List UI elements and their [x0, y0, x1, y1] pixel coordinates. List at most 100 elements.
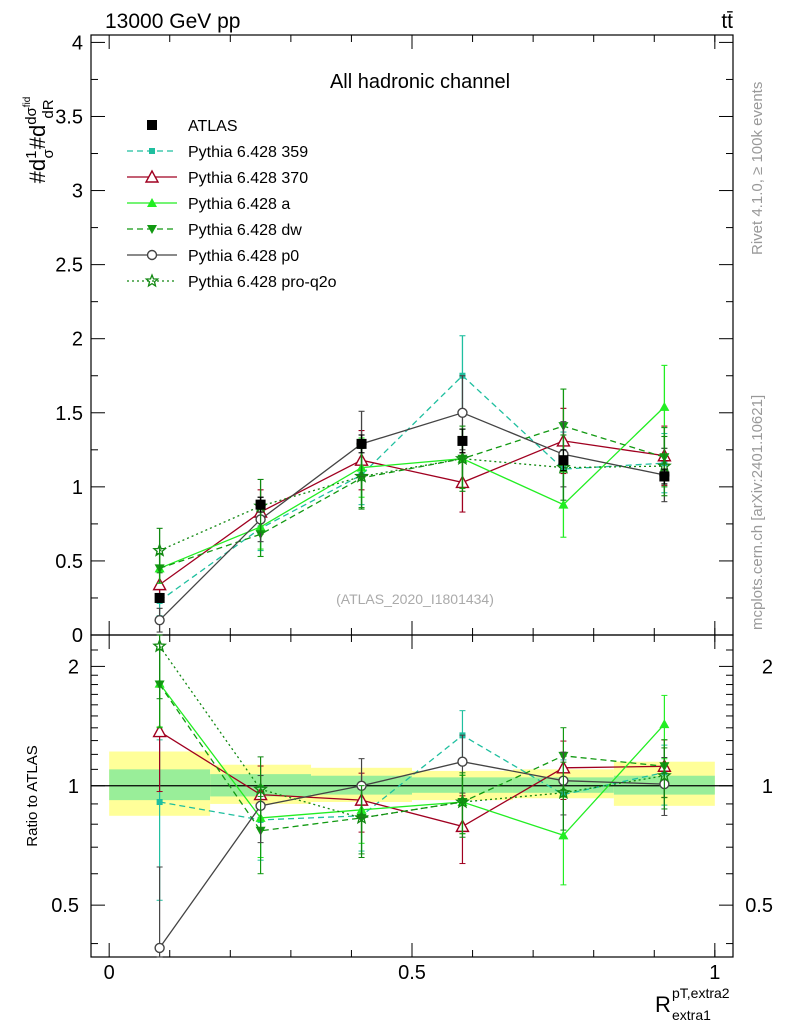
- series-pythia-6-428-370: [152, 407, 672, 600]
- legend-item: Pythia 6.428 a: [127, 196, 290, 213]
- ratio-point: [156, 799, 163, 806]
- series-atlas: [154, 428, 670, 603]
- legend: ATLAS Pythia 6.428 359 Pythia 6.428 370 Pyt…: [127, 118, 337, 291]
- legend-label: Pythia 6.428 pro-q2o: [188, 274, 337, 291]
- legend-label: ATLAS: [188, 118, 238, 135]
- legend-label: Pythia 6.428 dw: [188, 222, 302, 239]
- series-pythia-6-428-359: [156, 335, 668, 617]
- legend-item: Pythia 6.428 370: [127, 169, 308, 187]
- ratio-line: [159, 684, 665, 832]
- ratio-line: [159, 645, 665, 819]
- ratio-point: [657, 767, 672, 783]
- series-line: [159, 440, 665, 586]
- data-point: [354, 468, 370, 483]
- main-ytick-label: 1.5: [55, 403, 83, 425]
- series-line: [159, 425, 665, 569]
- rivet-label: Rivet 4.1.0, ≥ 100k events: [749, 82, 766, 255]
- ratio-ytick-label-right: 2: [762, 656, 773, 678]
- ratio-ytick-label: 1: [68, 776, 79, 798]
- process-label: tt̄: [721, 10, 733, 33]
- legend-marker: [147, 198, 157, 207]
- main-y-ticks: 0 0.5 1 1.5 2 2.5 3 3.5 4: [55, 32, 733, 647]
- xtick-label: 1: [709, 962, 720, 984]
- series-line: [159, 374, 665, 602]
- ratio-point: [556, 784, 571, 800]
- ratio-point: [659, 719, 670, 729]
- main-ytick-label: 2.5: [55, 255, 83, 277]
- data-point: [659, 401, 670, 411]
- x-axis-label: R pT,extra2 extra1: [655, 985, 730, 1023]
- ratio-line: [159, 734, 665, 821]
- legend-item: Pythia 6.428 dw: [127, 222, 302, 239]
- legend-marker: [149, 148, 155, 154]
- x-ticks: 0 0.5 1: [104, 35, 720, 984]
- series-line: [159, 406, 665, 569]
- ratio-line: [159, 683, 665, 837]
- data-point: [457, 435, 468, 446]
- ratio-ytick-label-right: 1: [762, 776, 773, 798]
- ratio-ytick-label-right: 0.5: [745, 895, 773, 917]
- main-ytick-label: 4: [72, 32, 83, 54]
- series-pythia-6-428-a: [154, 364, 670, 584]
- main-ytick-label: 1: [72, 477, 83, 499]
- data-point: [659, 471, 670, 482]
- data-point: [558, 499, 569, 509]
- data-point: [154, 614, 165, 626]
- data-point: [154, 592, 165, 603]
- legend-label: Pythia 6.428 359: [188, 144, 308, 161]
- ratio-ytick-label: 2: [68, 656, 79, 678]
- main-title: All hadronic channel: [330, 71, 510, 93]
- ratio-point: [454, 794, 470, 809]
- legend-marker: [147, 120, 157, 130]
- main-y-axis-label: #d1σ#ddσfid dR: [22, 97, 57, 184]
- data-point: [152, 577, 167, 591]
- ratio-point: [152, 724, 167, 738]
- ratio-point: [154, 942, 165, 954]
- ratio-point: [152, 638, 167, 653]
- ratio-point: [457, 756, 468, 767]
- data-point: [454, 450, 470, 466]
- svg-text:pT,extra2: pT,extra2: [672, 985, 730, 1001]
- legend-marker: [144, 273, 160, 288]
- svg-text:extra1: extra1: [672, 1007, 711, 1023]
- main-ytick-label: 0.5: [55, 551, 83, 573]
- legend-item: Pythia 6.428 p0: [127, 248, 299, 265]
- watermark: (ATLAS_2020_I1801434): [336, 591, 494, 607]
- energy-label: 13000 GeV pp: [105, 10, 240, 33]
- data-point: [356, 438, 367, 449]
- legend-item: ATLAS: [147, 118, 238, 135]
- series-line: [159, 458, 665, 552]
- ratio-point: [354, 810, 370, 825]
- legend-label: Pythia 6.428 a: [188, 196, 290, 213]
- data-point: [152, 542, 167, 557]
- main-series: [152, 335, 672, 633]
- data-point: [457, 407, 468, 418]
- xtick-label: 0.5: [398, 962, 426, 984]
- legend-marker: [146, 249, 158, 261]
- xtick-label: 0: [104, 962, 115, 984]
- ratio-y-ticks: 0.5 0.5 1 1 2 2: [51, 649, 773, 945]
- ratio-line: [159, 761, 665, 949]
- svg-text:R: R: [655, 992, 671, 1017]
- data-point: [255, 499, 266, 510]
- main-ytick-label: 3.5: [55, 106, 83, 128]
- legend-item: Pythia 6.428 359: [127, 144, 308, 161]
- legend-marker: [147, 225, 157, 234]
- ratio-point: [253, 781, 268, 796]
- series-line: [159, 412, 665, 621]
- ratio-series-pythia-6-428-dw: [154, 649, 670, 875]
- ratio-series: [152, 634, 672, 958]
- ratio-y-axis-label: Ratio to ATLAS: [24, 745, 41, 846]
- series-pythia-6-428-pro-q2o: [152, 425, 672, 574]
- main-ytick-label: 0: [72, 625, 83, 647]
- main-ytick-label: 3: [72, 181, 83, 203]
- legend-label: Pythia 6.428 370: [188, 170, 308, 187]
- mcplots-label: mcplots.cern.ch [arXiv:2401.10621]: [749, 395, 766, 630]
- series-pythia-6-428-dw: [154, 388, 670, 584]
- data-point: [558, 455, 569, 466]
- legend-label: Pythia 6.428 p0: [188, 248, 299, 265]
- ratio-ytick-label: 0.5: [51, 895, 79, 917]
- main-ytick-label: 2: [72, 329, 83, 351]
